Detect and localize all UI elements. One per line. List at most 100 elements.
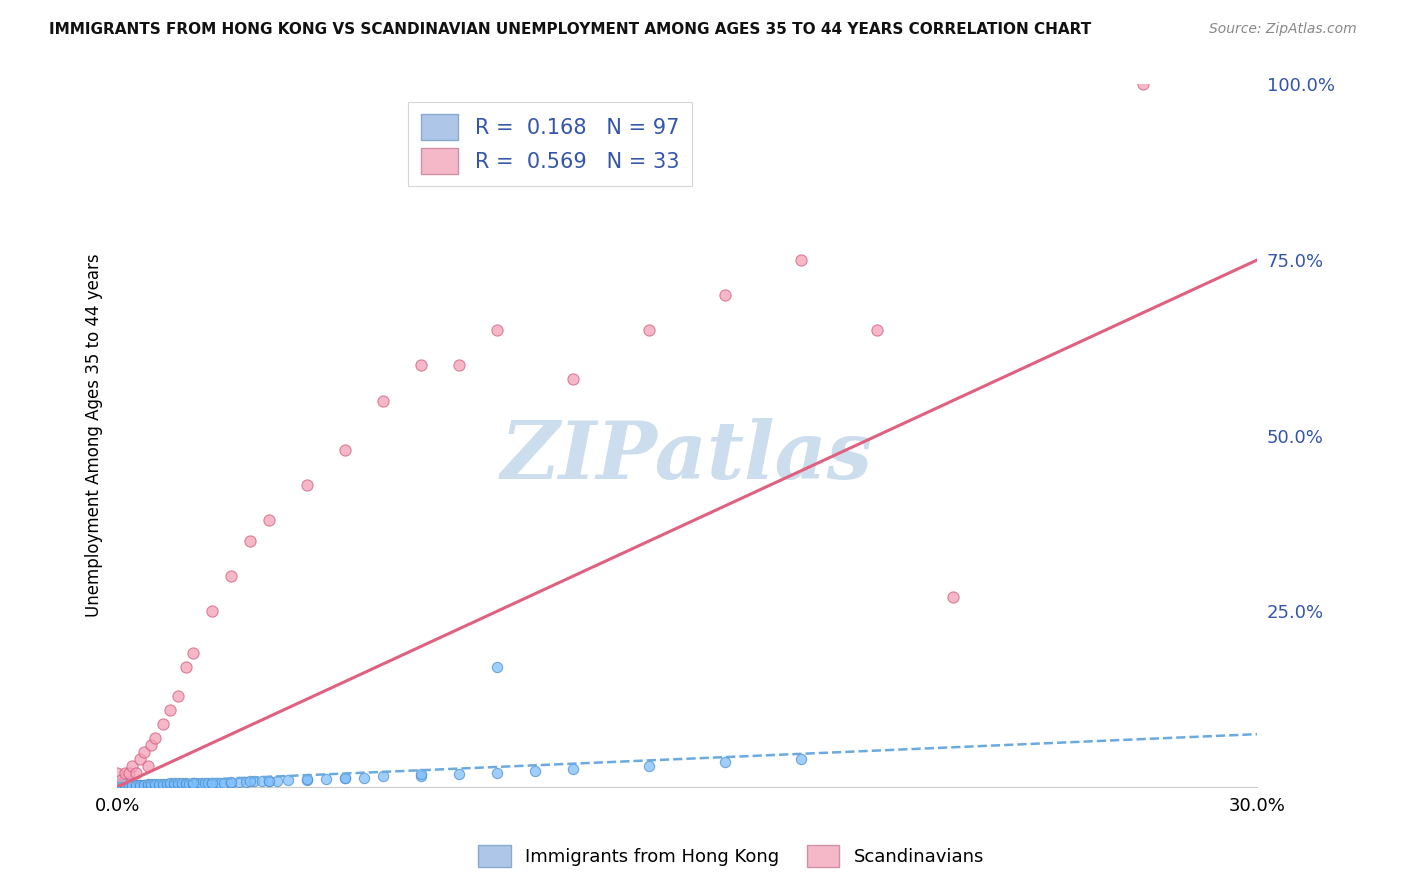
Point (277, 772, 299, 787)
Point (333, 442, 356, 457)
Point (250, 774, 273, 789)
Point (141, 738, 163, 752)
Point (1132, 78, 1154, 92)
Point (197, 776, 219, 790)
Point (190, 777, 212, 791)
Point (201, 604, 224, 618)
Point (105, 780, 128, 794)
Point (114, 778, 136, 792)
Point (266, 773, 288, 788)
Point (136, 779, 159, 793)
Point (562, 372, 585, 386)
Point (638, 758, 661, 772)
Y-axis label: Unemployment Among Ages 35 to 44 years: Unemployment Among Ages 35 to 44 years (86, 254, 103, 617)
Point (110, 779, 132, 793)
Point (179, 777, 201, 791)
Point (114, 777, 136, 791)
Point (121, 778, 143, 792)
Point (257, 773, 280, 788)
Point (117, 778, 139, 792)
Point (105, 765, 128, 780)
Point (155, 778, 177, 792)
Legend: Immigrants from Hong Kong, Scandinavians: Immigrants from Hong Kong, Scandinavians (471, 838, 991, 874)
Point (110, 779, 132, 793)
Point (167, 689, 190, 703)
Point (125, 779, 148, 793)
Point (170, 776, 193, 790)
Point (159, 702, 181, 716)
Point (117, 780, 139, 794)
Point (257, 774, 280, 789)
Point (239, 534, 262, 549)
Point (333, 771, 356, 785)
Point (114, 780, 136, 794)
Point (235, 775, 257, 789)
Point (257, 513, 280, 527)
Point (373, 393, 395, 408)
Point (114, 765, 136, 780)
Point (110, 772, 132, 787)
Point (295, 772, 318, 786)
Point (239, 774, 262, 789)
Point (486, 660, 509, 674)
Point (143, 778, 166, 792)
Point (524, 764, 547, 779)
Point (714, 756, 737, 770)
Point (141, 777, 163, 791)
Text: Source: ZipAtlas.com: Source: ZipAtlas.com (1209, 22, 1357, 37)
Point (411, 769, 433, 783)
Point (105, 779, 128, 793)
Point (143, 777, 166, 791)
Point (132, 745, 155, 759)
Point (353, 771, 375, 785)
Text: IMMIGRANTS FROM HONG KONG VS SCANDINAVIAN UNEMPLOYMENT AMONG AGES 35 TO 44 YEARS: IMMIGRANTS FROM HONG KONG VS SCANDINAVIA… (49, 22, 1091, 37)
Point (315, 772, 337, 786)
Point (152, 779, 174, 793)
Point (152, 716, 174, 731)
Point (143, 731, 166, 745)
Point (174, 777, 197, 791)
Point (121, 758, 143, 772)
Point (181, 777, 204, 791)
Point (449, 767, 471, 781)
Point (117, 779, 139, 793)
Point (110, 777, 132, 791)
Text: ZIPatlas: ZIPatlas (501, 418, 873, 495)
Point (148, 779, 170, 793)
Point (790, 253, 813, 268)
Point (136, 779, 159, 793)
Point (159, 778, 181, 792)
Point (132, 779, 155, 793)
Point (714, 288, 737, 302)
Point (243, 774, 266, 789)
Point (201, 775, 224, 789)
Point (125, 779, 148, 793)
Point (114, 779, 136, 793)
Point (174, 776, 197, 790)
Point (125, 765, 148, 780)
Point (562, 762, 585, 776)
Point (167, 778, 190, 792)
Point (486, 765, 509, 780)
Point (114, 779, 136, 793)
Point (129, 752, 152, 766)
Point (141, 779, 163, 793)
Point (152, 777, 174, 791)
Point (117, 765, 139, 780)
Point (132, 778, 155, 792)
Point (181, 646, 204, 660)
Point (121, 780, 143, 794)
Point (208, 775, 231, 789)
Point (121, 779, 143, 793)
Point (125, 778, 148, 792)
Point (373, 769, 395, 783)
Point (129, 778, 152, 792)
Legend: R =  0.168   N = 97, R =  0.569   N = 33: R = 0.168 N = 97, R = 0.569 N = 33 (409, 102, 692, 186)
Point (212, 775, 235, 789)
Point (190, 775, 212, 789)
Point (110, 780, 132, 794)
Point (790, 752, 813, 766)
Point (163, 776, 186, 790)
Point (333, 772, 356, 786)
Point (163, 778, 186, 792)
